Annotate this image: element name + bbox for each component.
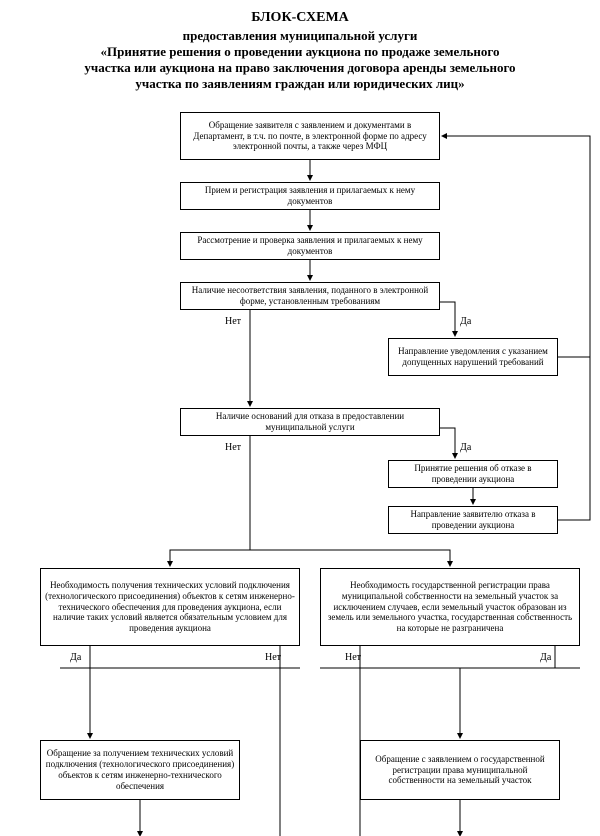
title-line2: предоставления муниципальной услуги <box>0 28 600 44</box>
title-line5: участка по заявлениям граждан или юридич… <box>0 76 600 92</box>
label-b6-yes: Да <box>460 442 471 453</box>
label-b10-no: Нет <box>345 652 361 663</box>
box-b11: Обращение за получением технических усло… <box>40 740 240 800</box>
box-b7: Принятие решения об отказе в проведении … <box>388 460 558 488</box>
box-b9: Необходимость получения технических усло… <box>40 568 300 646</box>
box-b1: Обращение заявителя с заявлением и докум… <box>180 112 440 160</box>
box-b12: Обращение с заявлением о государственной… <box>360 740 560 800</box>
label-b10-yes: Да <box>540 652 551 663</box>
box-b6: Наличие оснований для отказа в предостав… <box>180 408 440 436</box>
label-b9-no: Нет <box>265 652 281 663</box>
box-b4: Наличие несоответствия заявления, поданн… <box>180 282 440 310</box>
label-b6-no: Нет <box>225 442 241 453</box>
title-line4: участка или аукциона на право заключения… <box>0 60 600 76</box>
title-line3: «Принятие решения о проведении аукциона … <box>0 44 600 60</box>
title-line1: БЛОК-СХЕМА <box>0 10 600 27</box>
box-b3: Рассмотрение и проверка заявления и прил… <box>180 232 440 260</box>
box-b5: Направление уведомления с указанием допу… <box>388 338 558 376</box>
label-b4-no: Нет <box>225 316 241 327</box>
box-b8: Направление заявителю отказа в проведени… <box>388 506 558 534</box>
box-b10: Необходимость государственной регистраци… <box>320 568 580 646</box>
label-b9-yes: Да <box>70 652 81 663</box>
label-b4-yes: Да <box>460 316 471 327</box>
box-b2: Прием и регистрация заявления и прилагае… <box>180 182 440 210</box>
